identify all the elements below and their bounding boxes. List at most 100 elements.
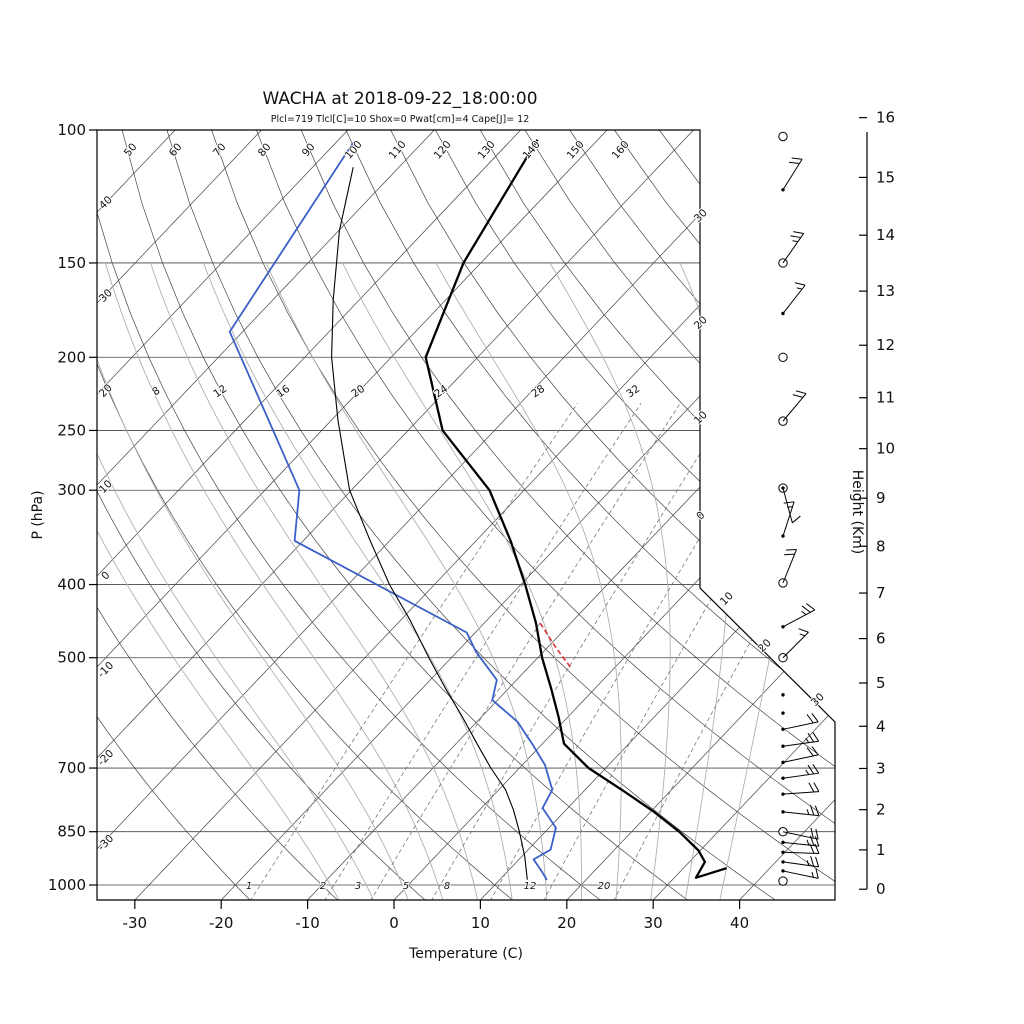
isotherm-line bbox=[97, 130, 781, 900]
barb-shaft bbox=[782, 870, 819, 879]
mixing-ratio-label: 20 bbox=[598, 881, 611, 892]
wind-barb bbox=[781, 732, 820, 748]
dry-adiabat-label: 120 bbox=[432, 139, 454, 162]
barb-full-tick bbox=[788, 161, 800, 164]
mixing-ratio-line bbox=[249, 402, 579, 900]
barb-full-tick bbox=[792, 394, 804, 398]
barb-shaft bbox=[782, 393, 807, 422]
wind-barb bbox=[781, 713, 819, 732]
isotherm-line bbox=[97, 130, 694, 900]
isotherm-line bbox=[97, 130, 262, 900]
barb-full-tick bbox=[810, 856, 815, 867]
temperature-axis-title: Temperature (C) bbox=[408, 946, 523, 962]
mixing-ratio-line bbox=[489, 402, 783, 900]
barb-full-tick bbox=[807, 732, 815, 743]
wind-barb bbox=[778, 549, 797, 588]
barb-shaft bbox=[782, 501, 795, 537]
temperature-curve bbox=[424, 139, 727, 879]
isotherm-line bbox=[97, 130, 349, 900]
barb-half-tick bbox=[796, 287, 803, 290]
mixing-ratio-line bbox=[323, 402, 642, 900]
isotherm-line bbox=[307, 130, 835, 900]
barb-shaft bbox=[782, 851, 819, 855]
barb-shaft bbox=[782, 631, 809, 659]
barb-half-tick bbox=[805, 769, 810, 775]
barb-full-tick bbox=[815, 828, 819, 840]
mixing-ratio-label: 3 bbox=[355, 881, 361, 892]
barb-full-tick bbox=[783, 501, 795, 504]
isotherm-label: 20 bbox=[692, 314, 710, 332]
barb-full-tick bbox=[795, 390, 807, 395]
dry-adiabat-label: 70 bbox=[211, 141, 229, 159]
cape-highlight-curve bbox=[539, 622, 572, 669]
barb-half-tick bbox=[792, 240, 798, 243]
pressure-tick-label: 1000 bbox=[48, 876, 86, 894]
wind-barb bbox=[778, 876, 788, 886]
isotherm-line bbox=[0, 130, 2, 900]
barb-shaft bbox=[782, 233, 805, 264]
moist-adiabat-line bbox=[104, 262, 444, 900]
dry-adiabat-line bbox=[256, 130, 835, 900]
moist-adiabat-line bbox=[97, 262, 375, 900]
temperature-tick-label: 40 bbox=[730, 914, 749, 932]
wind-barbs-layer bbox=[778, 131, 820, 886]
moist-adiabat-line bbox=[719, 262, 809, 900]
isotherm-label: -30 bbox=[96, 833, 117, 854]
height-tick-label: 0 bbox=[876, 880, 886, 898]
grid-labels-layer: 50 60 70 80 90 100 110 120 130 140 150 160403020100… bbox=[95, 138, 828, 893]
isotherm-line bbox=[97, 130, 521, 900]
moist-adiabat-label: 16 bbox=[274, 383, 292, 401]
barb-half-tick bbox=[787, 506, 793, 508]
height-tick-label: 11 bbox=[876, 389, 895, 407]
plot-frame bbox=[96, 129, 836, 901]
dry-adiabat-line bbox=[97, 130, 252, 900]
mixing-ratio-line bbox=[369, 402, 681, 900]
height-tick-label: 7 bbox=[876, 584, 886, 602]
height-tick-label: 9 bbox=[876, 489, 886, 507]
isotherm-line bbox=[97, 130, 608, 900]
wind-barb bbox=[781, 746, 819, 765]
barb-full-tick bbox=[791, 515, 801, 524]
dry-adiabat-line bbox=[569, 130, 835, 900]
dry-adiabat-line bbox=[435, 130, 835, 900]
moist-adiabat-line bbox=[435, 262, 622, 900]
dry-adiabat-line bbox=[479, 130, 835, 900]
mixing-ratio-line bbox=[613, 402, 835, 900]
wind-barb bbox=[781, 501, 795, 538]
isotherm-label: 10 bbox=[718, 590, 736, 608]
isotherm-line bbox=[97, 130, 435, 900]
isotherm-label: 30 bbox=[692, 207, 710, 225]
plot-frame-layer bbox=[96, 129, 836, 901]
isotherm-line bbox=[480, 130, 835, 900]
wind-barb bbox=[781, 804, 820, 817]
sounding-curves-layer bbox=[228, 139, 727, 881]
barb-full-tick bbox=[794, 282, 806, 286]
isotherm-line bbox=[393, 130, 835, 900]
barb-shaft bbox=[782, 609, 816, 628]
isotherm-line bbox=[97, 130, 176, 900]
wind-barb bbox=[778, 390, 807, 426]
wind-barb bbox=[781, 764, 820, 780]
barb-full-tick bbox=[809, 804, 815, 816]
dry-adiabat-label: 50 bbox=[122, 141, 140, 159]
isotherm-label: 30 bbox=[97, 287, 115, 305]
temperature-tick-label: 0 bbox=[389, 914, 399, 932]
barb-shaft bbox=[782, 754, 819, 763]
pressure-tick-label: 850 bbox=[57, 823, 86, 841]
wind-barb bbox=[781, 693, 785, 697]
station-circle-icon bbox=[778, 352, 788, 362]
dry-adiabat-line bbox=[166, 130, 777, 900]
isotherm-label: 20 bbox=[756, 637, 774, 655]
wind-barb bbox=[781, 856, 820, 868]
dry-adiabat-line bbox=[97, 130, 602, 900]
wind-barb bbox=[778, 827, 819, 840]
height-tick-label: 13 bbox=[876, 282, 895, 300]
dry-adiabat-line bbox=[524, 130, 835, 900]
dry-adiabat-line bbox=[345, 130, 835, 900]
height-tick-label: 8 bbox=[876, 537, 886, 555]
barb-full-tick bbox=[814, 836, 820, 847]
barb-shaft bbox=[782, 811, 819, 817]
dry-adiabat-label: 60 bbox=[167, 141, 185, 159]
barb-shaft bbox=[782, 284, 806, 314]
